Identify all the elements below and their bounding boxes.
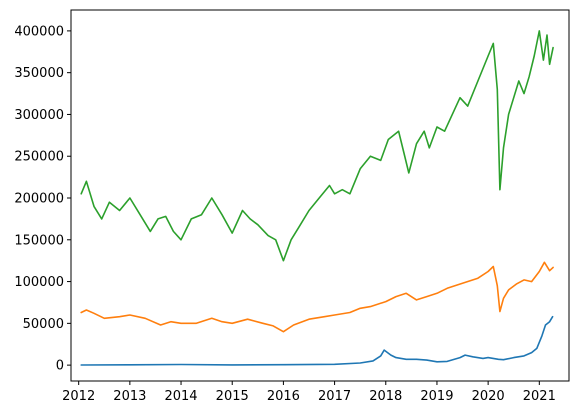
x-tick-label-5: 2017 [318,389,351,404]
y-tick-label-2: 100000 [14,275,64,290]
y-tick-label-4: 200000 [14,192,64,207]
series-line-3 [80,30,554,262]
x-tick-label-0: 2012 [62,389,95,404]
series-line-2 [80,261,554,333]
y-tick-label-5: 250000 [14,150,64,165]
y-tick-label-7: 350000 [14,66,64,81]
x-tick-label-4: 2016 [267,389,300,404]
series-line-1 [80,315,554,366]
y-tick-label-8: 400000 [14,24,64,39]
series-layer [80,30,554,366]
y-tick-label-6: 300000 [14,108,64,123]
x-tick-label-8: 2020 [472,389,505,404]
y-tick-label-3: 150000 [14,233,64,248]
x-tick-label-6: 2018 [369,389,402,404]
y-tick-label-0: 0 [56,359,64,374]
x-tick-label-1: 2013 [113,389,146,404]
axes-layer: 2012 2013 2014 2015 2016 2017 2018 2019 2020 2021… [14,9,570,404]
x-tick-label-3: 2015 [216,389,249,404]
x-tick-label-7: 2019 [420,389,453,404]
x-tick-label-9: 2021 [523,389,556,404]
y-tick-label-1: 50000 [23,317,64,332]
plot-frame [70,9,570,382]
x-tick-label-2: 2014 [164,389,197,404]
